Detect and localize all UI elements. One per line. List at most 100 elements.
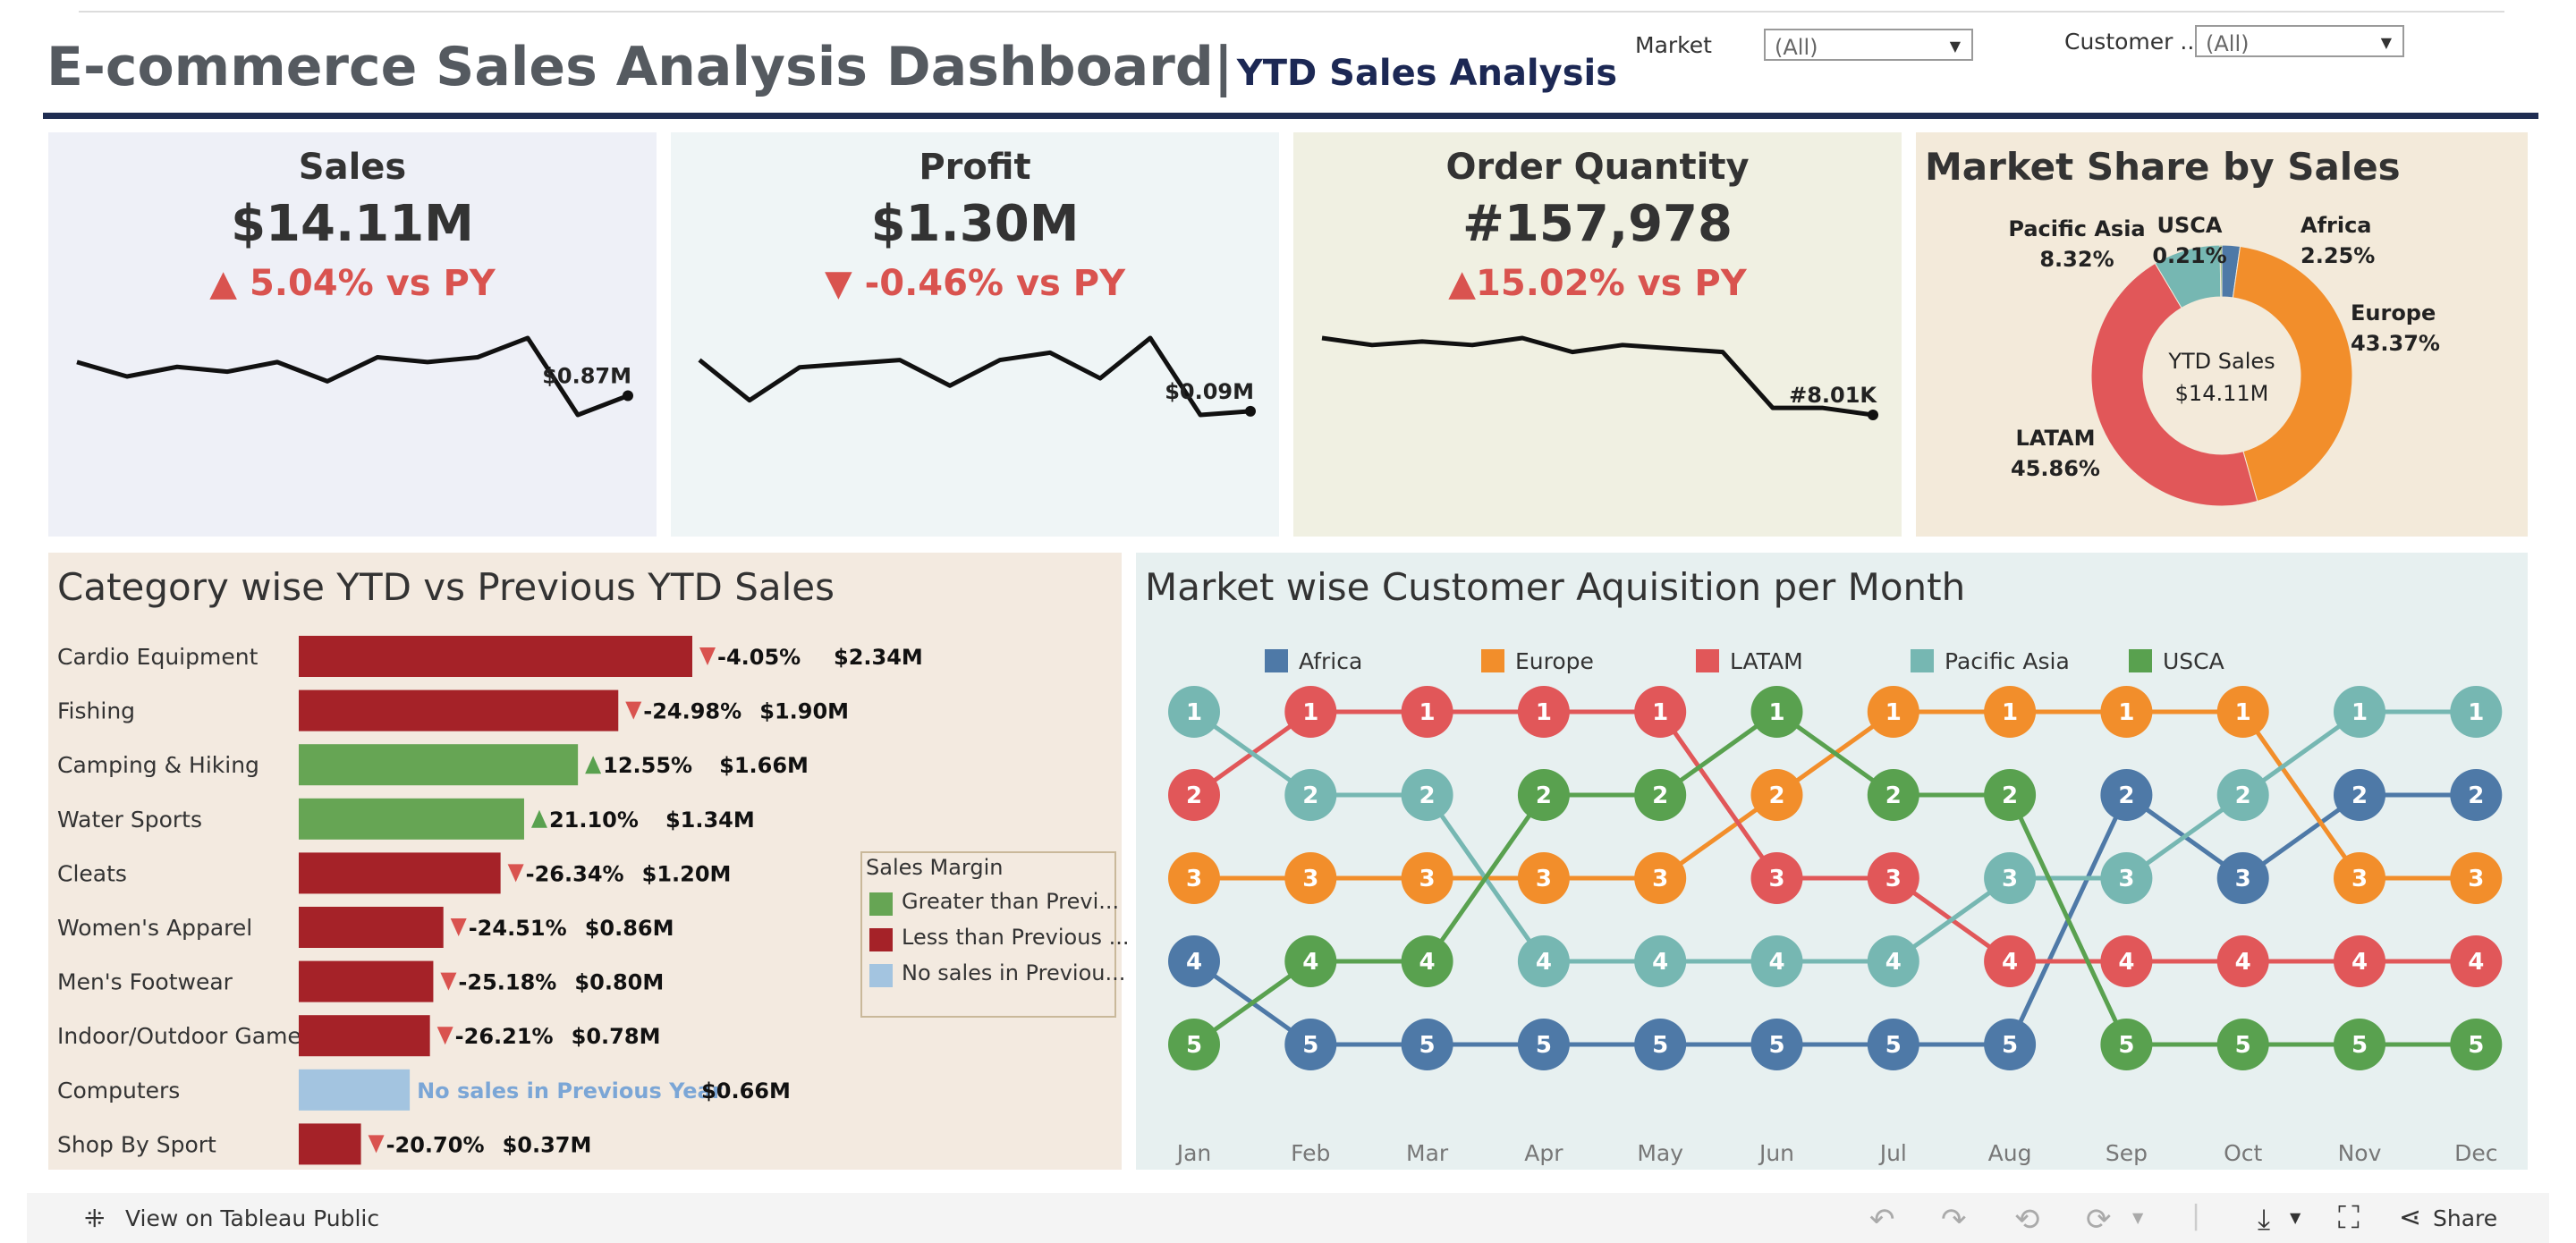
bump-rank-label: 1: [1652, 699, 1668, 726]
bump-point: [1517, 769, 1570, 821]
refresh-dropdown-icon[interactable]: ▼: [2132, 1209, 2144, 1226]
bump-point: [1168, 935, 1220, 987]
category-change-label: -26.21%: [455, 1024, 554, 1049]
bump-rank-label: 5: [1536, 1032, 1552, 1059]
bump-point: [2100, 769, 2153, 821]
donut-label-name: USCA: [2157, 213, 2223, 238]
bump-rank-label: 1: [2468, 699, 2484, 726]
category-label: Water Sports: [57, 807, 202, 833]
bump-rank-label: 5: [2468, 1032, 2484, 1059]
down-arrow-icon: [436, 1027, 453, 1045]
bump-rank-label: 2: [1302, 782, 1318, 809]
category-change-label: -4.05%: [717, 645, 801, 670]
bump-point: [1867, 852, 1919, 904]
fullscreen-icon[interactable]: ⛶: [2338, 1200, 2360, 1236]
refresh-icon[interactable]: ⟳: [2086, 1202, 2112, 1238]
kpi-change: ▼ -0.46% vs PY: [824, 263, 1126, 304]
market-share-panel: Market Share by Sales Africa 2.25% Europe 4…: [1916, 132, 2528, 537]
bump-rank-label: 1: [1885, 699, 1902, 726]
category-panel-title: Category wise YTD vs Previous YTD Sales: [57, 565, 835, 609]
donut-label-name: LATAM: [2016, 426, 2096, 451]
market-share-donut: Africa 2.25% Europe 43.37% LATAM 45.86% Pacifi…: [2008, 213, 2440, 507]
bump-rank-label: 5: [2235, 1032, 2251, 1059]
category-change-label: 21.10%: [549, 808, 639, 833]
bump-rank-label: 2: [1419, 782, 1436, 809]
bump-rank-label: 2: [2351, 782, 2368, 809]
down-arrow-icon: [440, 972, 457, 991]
tableau-toolbar: ⁜ View on Tableau Public ↶ ↷ ⟲ ⟳ ▼ | ⤓ ▼…: [27, 1193, 2549, 1243]
download-dropdown-icon[interactable]: ▼: [2290, 1209, 2301, 1226]
bump-point: [1750, 935, 1803, 987]
legend-label-less: Less than Previous ...: [902, 925, 1130, 950]
bump-point: [1401, 935, 1453, 987]
category-bar: [299, 960, 434, 1002]
share-icon[interactable]: ⋖: [2399, 1202, 2422, 1233]
category-bar: [299, 852, 501, 894]
undo-icon[interactable]: ↶: [1869, 1202, 1895, 1238]
bump-point: [1401, 686, 1453, 738]
category-value-label: $1.20M: [642, 861, 732, 886]
down-arrow-icon: [507, 864, 524, 883]
customer-filter-dropdown[interactable]: (All) ▼: [2195, 25, 2404, 57]
view-on-tableau-link[interactable]: View on Tableau Public: [125, 1205, 380, 1231]
tableau-logo-icon: ⁜: [84, 1204, 106, 1233]
bump-rank-label: 2: [1652, 782, 1668, 809]
category-panel: Category wise YTD vs Previous YTD Sales …: [48, 553, 1129, 1170]
sparkline-path: [698, 335, 1251, 418]
bump-point: [1634, 769, 1687, 821]
bump-rank-label: 2: [2235, 782, 2251, 809]
legend-swatch: [1265, 649, 1288, 672]
legend-swatch: [1696, 649, 1719, 672]
sales-margin-legend: Sales Margin Greater than Previ... Less …: [860, 851, 1129, 1018]
sparkline-path: [76, 335, 629, 418]
bump-rank-label: 2: [2118, 782, 2134, 809]
bump-rank-label: 5: [2118, 1032, 2134, 1059]
bump-rank-label: 4: [1536, 949, 1552, 976]
revert-icon[interactable]: ⟲: [2014, 1202, 2040, 1238]
bump-point: [2450, 1019, 2503, 1070]
legend-label: LATAM: [1730, 648, 1803, 674]
donut-slice-usca: [2219, 244, 2223, 298]
bump-rank-label: 4: [1768, 949, 1784, 976]
down-arrow-icon: [625, 701, 642, 720]
bump-point: [2450, 769, 2503, 821]
download-icon[interactable]: ⤓: [2258, 1202, 2271, 1236]
bump-rank-label: 2: [1768, 782, 1784, 809]
share-button[interactable]: Share: [2433, 1205, 2498, 1231]
sales-sparkline: $0.87M: [76, 335, 633, 418]
category-label: Cleats: [57, 860, 127, 886]
bump-rank-label: 3: [1536, 866, 1552, 892]
bump-point: [2216, 1019, 2269, 1070]
bump-point: [1750, 769, 1803, 821]
bump-rank-label: 1: [1419, 699, 1436, 726]
bump-rank-label: 5: [1302, 1032, 1318, 1059]
donut-center-label: YTD Sales: [2167, 349, 2275, 374]
bump-point: [2100, 686, 2153, 738]
category-value-label: $1.34M: [665, 808, 755, 833]
bump-rank-label: 3: [1885, 866, 1902, 892]
bump-rank-label: 4: [1186, 949, 1202, 976]
bump-point: [2334, 686, 2385, 738]
month-tick-label: Sep: [2106, 1140, 2148, 1166]
redo-icon[interactable]: ↷: [1941, 1202, 1967, 1238]
kpi-card-order-quantity: Order Quantity #157,978 ▲15.02% vs PY #8…: [1293, 132, 1902, 537]
donut-label-pct: 43.37%: [2351, 331, 2440, 356]
dashboard-title: E-commerce Sales Analysis Dashboard| YTD …: [47, 36, 1617, 98]
bump-point: [2216, 935, 2269, 987]
category-value-label: $0.37M: [503, 1132, 592, 1157]
legend-swatch-none: [869, 964, 893, 987]
bump-point: [2450, 935, 2503, 987]
bump-point: [1284, 1019, 1337, 1070]
bump-rank-label: 2: [1186, 782, 1202, 809]
bump-rank-label: 2: [2468, 782, 2484, 809]
market-filter-dropdown[interactable]: (All) ▼: [1764, 29, 1973, 61]
toolbar-divider: |: [2191, 1200, 2201, 1231]
bump-point: [1984, 935, 2037, 987]
category-value-label: $0.66M: [701, 1078, 791, 1103]
bump-point: [2100, 852, 2153, 904]
category-value-label: $0.80M: [574, 970, 664, 995]
chevron-down-icon: ▼: [1949, 38, 1961, 55]
chevron-down-icon: ▼: [2380, 34, 2392, 51]
bump-point: [1401, 1019, 1453, 1070]
kpi-card-sales: Sales $14.11M ▲ 5.04% vs PY $0.87M: [48, 132, 657, 537]
